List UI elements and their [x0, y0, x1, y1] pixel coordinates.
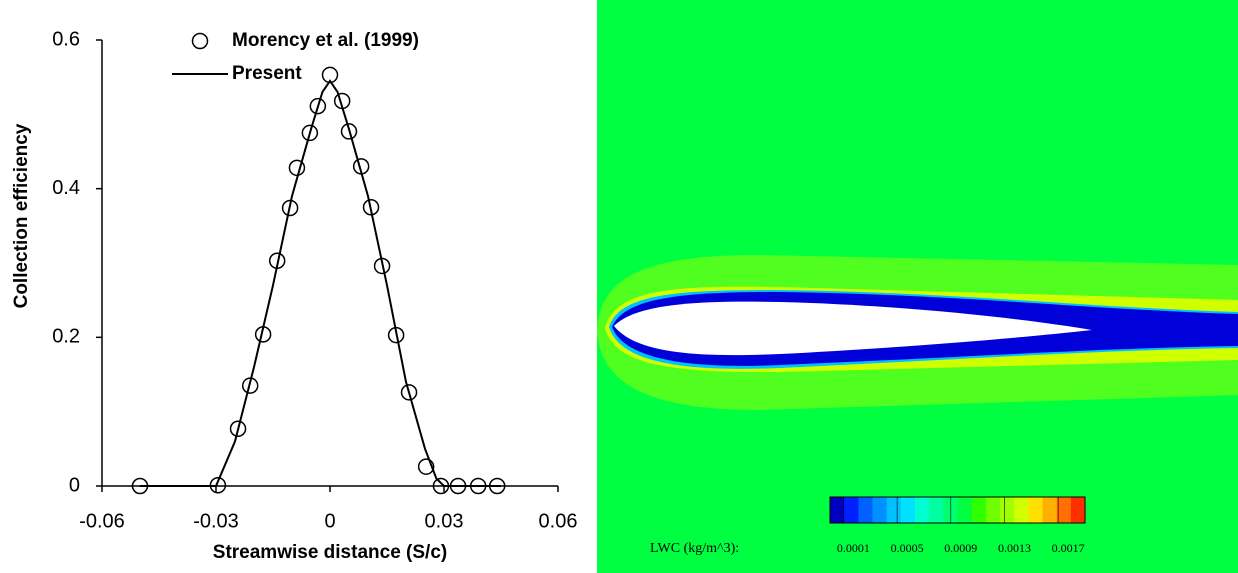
colorbar-tick-label: 0.0005	[891, 541, 924, 555]
colorbar-swatch	[915, 497, 930, 523]
series-line	[140, 79, 501, 487]
legend-label: Present	[232, 63, 302, 84]
y-tick-label: 0.6	[52, 28, 80, 50]
data-point	[400, 384, 418, 401]
contour-plot: LWC (kg/m^3): 0.0001 0.0005 0.0009 0.0013 0.…	[597, 0, 1238, 573]
colorbar-swatch	[1042, 497, 1058, 523]
line-chart: Streamwise distance (S/c) Collection eff…	[11, 28, 577, 563]
legend-label: Morency et al. (1999)	[232, 30, 419, 51]
colorbar-swatch	[872, 497, 888, 523]
data-point	[309, 97, 327, 115]
colorbar-swatch	[844, 497, 859, 523]
data-point	[301, 124, 319, 142]
colorbar-swatch	[1014, 497, 1029, 523]
x-tick-label: 0	[324, 510, 335, 532]
y-tick-label: 0.4	[52, 177, 80, 199]
x-tick-label: -0.03	[193, 510, 239, 532]
colorbar-tick-label: 0.0001	[837, 541, 870, 555]
airfoil	[614, 301, 1092, 356]
colorbar-swatch	[1070, 497, 1086, 523]
colorbar-swatch	[929, 497, 944, 523]
colorbar-swatch	[971, 497, 987, 523]
y-axis-title: Collection efficiency	[11, 123, 32, 308]
colorbar-tick-label: 0.0009	[944, 541, 977, 555]
colorbar-tick-label: 0.0017	[1052, 541, 1085, 555]
y-tick-label: 0.2	[52, 326, 80, 348]
colorbar-label: LWC (kg/m^3):	[650, 541, 739, 556]
x-tick-label: -0.06	[79, 510, 125, 532]
colorbar-frame	[829, 496, 1086, 524]
colorbar-swatch	[1000, 497, 1015, 523]
colorbar-swatch	[985, 497, 1001, 523]
legend-marker	[191, 32, 209, 50]
x-axis-title: Streamwise distance (S/c)	[213, 542, 447, 563]
colorbar-swatch	[858, 497, 873, 523]
y-tick-label: 0	[69, 474, 80, 496]
data-point	[340, 123, 358, 140]
colorbar-swatch	[1056, 497, 1072, 523]
data-point	[229, 420, 247, 438]
colorbar-swatch	[957, 497, 973, 523]
colorbar-swatch	[830, 497, 845, 523]
colorbar-swatch	[1028, 497, 1043, 523]
colorbar-swatch	[900, 497, 916, 523]
x-tick-label: 0.03	[425, 510, 464, 532]
x-tick-label: 0.06	[539, 510, 578, 532]
colorbar-tick-label: 0.0013	[998, 541, 1031, 555]
data-point	[417, 458, 435, 475]
colorbar-swatch	[886, 497, 902, 523]
